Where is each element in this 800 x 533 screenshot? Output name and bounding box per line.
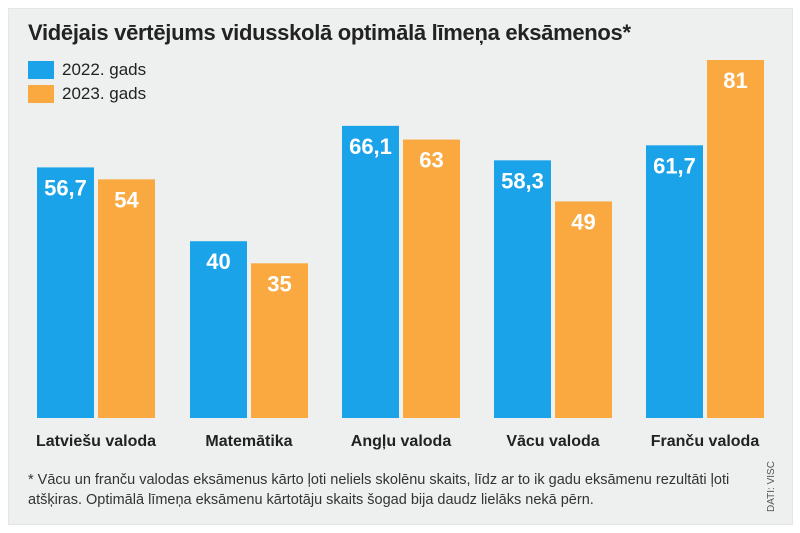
bar-2023-0 <box>98 179 155 418</box>
bar-2022-0 <box>37 167 94 418</box>
footnote: * Vācu un franču valodas eksāmenus kārto… <box>28 472 730 508</box>
category-label-2: Angļu valoda <box>351 433 452 450</box>
category-label-1: Matemātika <box>205 433 292 450</box>
legend-swatch-2023 <box>28 85 54 103</box>
bar-value-label-2023-1: 35 <box>267 271 291 296</box>
bar-2022-2 <box>342 125 399 419</box>
bar-2023-1 <box>251 263 308 418</box>
legend-label-2023: 2023. gads <box>62 84 147 103</box>
category-label-4: Franču valoda <box>651 433 760 450</box>
category-label-0: Latviešu valoda <box>36 433 156 450</box>
chart-title: Vidējais vērtējums vidusskolā optimālā l… <box>28 20 631 45</box>
bar-2022-1 <box>190 241 247 418</box>
legend-swatch-2022 <box>28 61 54 79</box>
bar-2022-3 <box>494 160 551 418</box>
bar-2023-3 <box>555 201 612 418</box>
bar-2023-2 <box>403 139 460 419</box>
category-label-3: Vācu valoda <box>506 433 599 450</box>
bar-value-label-2023-4: 81 <box>723 68 747 93</box>
bar-2023-4 <box>707 60 764 418</box>
bar-value-label-2023-2: 63 <box>419 148 443 173</box>
bar-value-label-2023-0: 54 <box>114 187 139 212</box>
bar-value-label-2022-0: 56,7 <box>44 175 87 200</box>
legend-label-2022: 2022. gads <box>62 60 147 79</box>
bar-value-label-2022-1: 40 <box>206 249 230 274</box>
source-credit: DATI: VISC <box>766 461 777 512</box>
bar-value-label-2022-4: 61,7 <box>653 153 696 178</box>
bar-value-label-2022-2: 66,1 <box>349 134 392 159</box>
bar-value-label-2022-3: 58,3 <box>501 168 544 193</box>
legend-item-2022: 2022. gads <box>28 60 146 80</box>
bar-2022-4 <box>646 145 703 418</box>
legend-item-2023: 2023. gads <box>28 84 146 104</box>
bar-value-label-2023-3: 49 <box>571 209 595 234</box>
